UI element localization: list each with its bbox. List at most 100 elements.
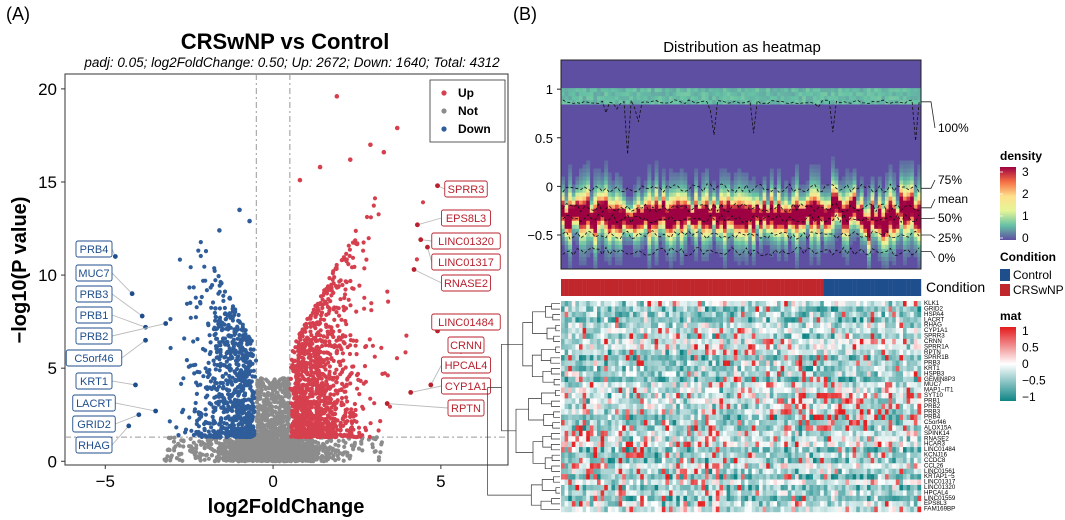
density-cell: [579, 244, 583, 250]
density-cell: [600, 204, 605, 210]
density-cell: [579, 196, 583, 201]
data-point: [246, 341, 251, 346]
data-point: [188, 315, 193, 320]
density-cell: [633, 220, 637, 226]
outlier-point: [217, 228, 222, 233]
density-cell: [575, 236, 580, 242]
density-cell: [618, 188, 623, 193]
density-cell: [611, 180, 616, 185]
data-point: [246, 382, 251, 387]
data-point: [232, 447, 237, 452]
density-cell: [611, 204, 616, 210]
density-cell: [636, 96, 641, 101]
data-point: [317, 355, 323, 360]
density-cell: [669, 260, 673, 266]
data-point: [250, 389, 255, 394]
density-cell: [665, 192, 670, 197]
density-cell: [618, 96, 623, 101]
data-point: [246, 397, 251, 402]
density-cell: [582, 208, 587, 214]
data-point: [218, 361, 223, 366]
data-point: [346, 243, 351, 248]
data-point: [327, 372, 332, 377]
density-cell: [564, 88, 569, 93]
data-point: [371, 203, 376, 208]
density-cell: [575, 192, 580, 197]
density-cell: [604, 256, 609, 262]
data-point: [332, 421, 337, 426]
density-cell: [615, 232, 619, 238]
density-cell: [564, 192, 569, 197]
data-point: [347, 253, 352, 259]
data-point: [420, 200, 426, 205]
data-point: [218, 394, 223, 399]
data-point: [194, 391, 199, 396]
data-point: [273, 404, 278, 410]
data-point: [201, 433, 206, 438]
density-cell: [622, 240, 627, 246]
density-cell: [571, 88, 576, 93]
density-cell: [593, 188, 598, 193]
outlier-point: [381, 149, 387, 155]
density-cell: [665, 248, 670, 254]
data-point: [206, 456, 211, 461]
label-leader-line: [115, 402, 156, 412]
data-point: [331, 401, 336, 406]
data-point: [321, 334, 326, 339]
density-cell: [636, 252, 641, 258]
data-point: [368, 396, 373, 401]
density-cell: [571, 204, 576, 210]
density-cell: [600, 236, 605, 242]
density-cell: [607, 220, 612, 226]
data-point: [192, 371, 197, 376]
density-cell: [658, 96, 663, 101]
labeled-point: [139, 313, 145, 319]
density-cell: [647, 248, 652, 254]
data-point: [330, 332, 335, 337]
density-cell: [589, 208, 594, 214]
density-cell: [658, 92, 663, 97]
density-cell: [579, 240, 583, 246]
data-point: [287, 444, 292, 449]
data-point: [181, 444, 186, 449]
data-point: [320, 305, 325, 311]
density-cell: [604, 200, 609, 205]
density-cell: [579, 92, 583, 97]
data-point: [259, 415, 264, 420]
data-point: [336, 284, 341, 289]
density-cell: [600, 188, 605, 193]
data-point: [166, 435, 171, 440]
data-point: [208, 350, 213, 355]
y-axis-label: −log10(P value): [9, 197, 31, 344]
data-point: [228, 406, 233, 411]
density-cell: [618, 196, 623, 201]
density-cell: [618, 256, 623, 262]
density-cell: [568, 200, 573, 205]
data-point: [227, 373, 232, 379]
data-point: [212, 395, 217, 400]
density-cell: [575, 212, 580, 218]
data-point: [242, 393, 247, 398]
data-point: [321, 350, 326, 355]
density-cell: [589, 96, 594, 101]
density-cell: [647, 224, 652, 230]
density-cell: [654, 200, 659, 205]
data-point: [261, 454, 266, 459]
data-point: [291, 386, 296, 391]
density-cell: [669, 256, 673, 262]
data-point: [186, 364, 191, 369]
density-cell: [611, 88, 616, 93]
data-point: [294, 431, 299, 436]
density-cell: [654, 96, 659, 101]
density-cell: [582, 240, 587, 246]
data-point: [285, 421, 290, 427]
density-cell: [579, 88, 583, 93]
density-cell: [661, 184, 666, 189]
density-cell: [636, 220, 641, 226]
density-cell: [651, 192, 655, 197]
density-cell: [604, 96, 609, 101]
gene-label: RNASE2: [444, 278, 488, 290]
density-cell: [615, 88, 619, 93]
data-point: [222, 305, 227, 311]
data-point: [303, 323, 308, 328]
